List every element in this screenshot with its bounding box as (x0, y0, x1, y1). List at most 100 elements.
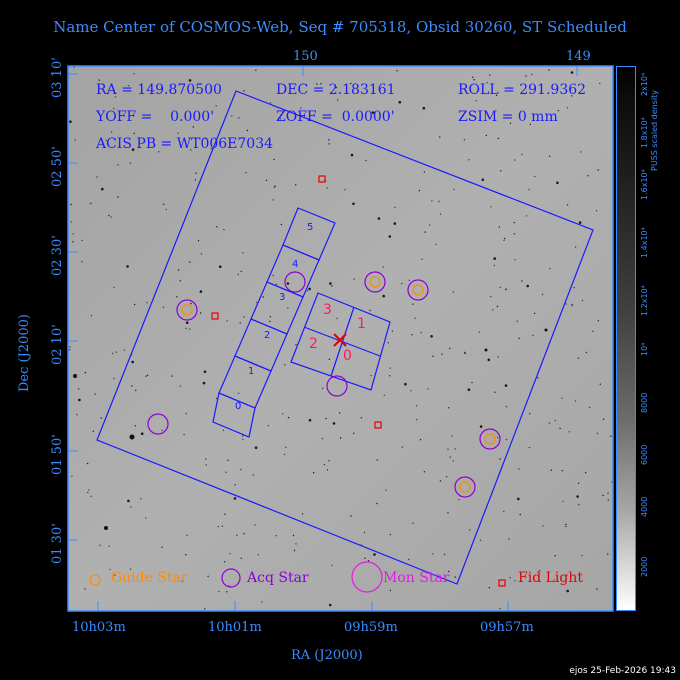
background-star (216, 226, 218, 228)
background-star (226, 591, 228, 593)
y-tick-label: 02 50' (50, 146, 65, 187)
acis-label-0: 0 (343, 348, 352, 364)
background-star (534, 312, 536, 315)
colorbar-tick: 8000 (640, 392, 649, 413)
background-star (272, 274, 274, 277)
background-star (550, 469, 552, 471)
background-star (566, 204, 569, 206)
background-star (488, 586, 490, 589)
background-star (99, 544, 101, 546)
background-star (448, 407, 450, 409)
background-star (513, 221, 515, 224)
background-star (113, 107, 115, 110)
legend-fid-label: Fid Light (518, 570, 583, 586)
background-star (94, 393, 96, 395)
background-star (287, 307, 289, 309)
background-star (190, 302, 192, 305)
background-star (146, 301, 148, 304)
background-star (126, 265, 129, 268)
background-star (72, 233, 74, 235)
background-star (145, 517, 147, 519)
background-star (90, 495, 92, 497)
background-star (135, 389, 137, 392)
acq-star (147, 413, 169, 435)
background-star (556, 181, 559, 185)
background-star (84, 371, 86, 374)
background-star (404, 382, 407, 386)
background-star (503, 510, 505, 513)
background-star (475, 100, 477, 102)
acq-star (479, 428, 501, 450)
background-star (292, 534, 295, 537)
background-star (435, 243, 437, 246)
background-star (489, 74, 491, 76)
legend-fid-symbol (498, 579, 506, 587)
background-star (69, 346, 71, 348)
background-star (534, 175, 536, 178)
background-star (516, 320, 518, 322)
background-star (416, 419, 418, 421)
background-star (332, 422, 336, 425)
background-star (205, 464, 207, 466)
legend-guide-symbol (89, 574, 101, 586)
background-star (197, 240, 200, 242)
background-star (78, 388, 80, 390)
background-star (581, 554, 583, 557)
background-star (199, 290, 203, 293)
background-star (595, 210, 598, 212)
background-star (112, 352, 114, 355)
background-star (72, 241, 74, 243)
background-star (275, 535, 277, 537)
background-star (115, 351, 117, 353)
background-star (532, 334, 534, 337)
fid-lights (211, 175, 382, 429)
background-star (585, 351, 588, 354)
background-star (479, 425, 483, 428)
background-star (262, 296, 264, 298)
background-star (105, 139, 107, 141)
background-star (306, 290, 309, 292)
background-star (239, 322, 241, 324)
background-star (498, 226, 501, 228)
background-star (610, 435, 612, 437)
background-star (471, 381, 473, 384)
background-star (525, 215, 528, 217)
background-star (423, 471, 426, 473)
background-star (559, 427, 561, 430)
background-star (273, 158, 275, 161)
background-star (117, 196, 119, 198)
background-star (602, 494, 604, 497)
background-star (254, 446, 258, 450)
background-star (326, 187, 328, 189)
background-star (377, 217, 381, 220)
background-star (408, 279, 411, 281)
info-zsim: ZSIM = 0 mm (458, 109, 558, 125)
background-star (505, 438, 508, 441)
background-star (393, 222, 397, 225)
background-star (274, 185, 276, 187)
background-star (369, 309, 371, 312)
background-star (429, 224, 431, 226)
background-star (499, 607, 501, 610)
background-star (565, 523, 567, 526)
background-star (509, 577, 511, 579)
background-star (519, 513, 521, 516)
background-star (185, 327, 187, 330)
background-stars (68, 66, 613, 610)
plot-title: Name Center of COSMOS-Web, Seq # 705318,… (53, 18, 627, 36)
background-star (140, 498, 142, 500)
background-star (521, 153, 523, 156)
background-star (287, 416, 290, 419)
background-star (391, 330, 394, 332)
background-star (424, 231, 426, 233)
background-star (331, 564, 333, 566)
background-star (588, 406, 591, 409)
background-star (504, 384, 508, 387)
background-star (117, 164, 119, 166)
background-star (385, 489, 387, 491)
x-tick-label: 10h03m (72, 620, 126, 635)
background-star (218, 590, 220, 593)
background-star (133, 132, 135, 134)
y-tick-label: 03 10' (50, 57, 65, 98)
background-star (597, 320, 599, 322)
